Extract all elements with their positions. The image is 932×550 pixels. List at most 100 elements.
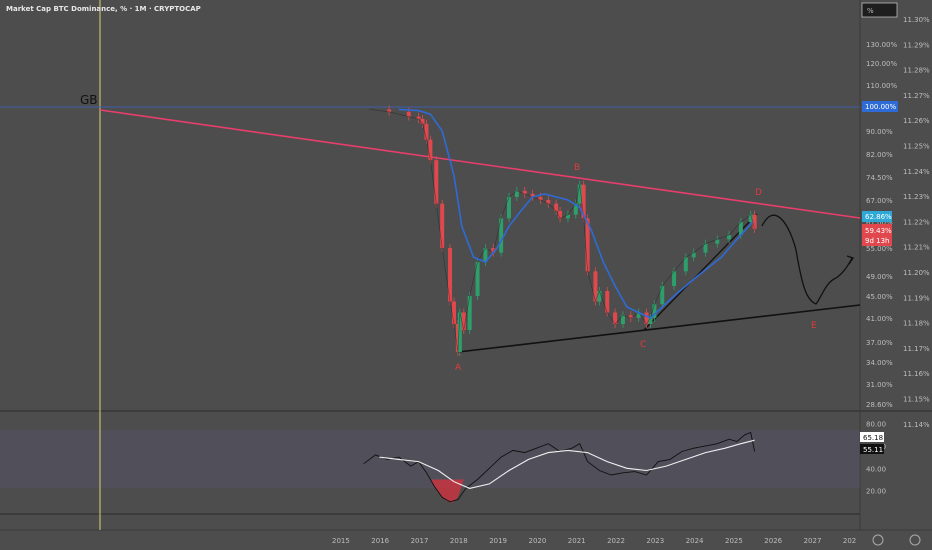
x-tick-label: 2026: [764, 537, 782, 545]
y-tick-label-right: 11.18%: [903, 320, 930, 328]
candle-body: [522, 190, 527, 194]
countdown-tag-text: 9d 13h: [865, 237, 889, 245]
y-tick-label-right: 11.15%: [903, 396, 930, 404]
x-tick-label: 202: [843, 537, 856, 545]
gb-label: GB: [80, 93, 98, 107]
candle-body: [420, 119, 425, 124]
candle-body: [428, 139, 433, 161]
candle-body: [715, 239, 720, 244]
x-tick-label: 2020: [529, 537, 547, 545]
point-label-c: C: [640, 340, 646, 350]
candle-body: [416, 116, 421, 119]
candle-body: [461, 312, 466, 330]
candle-body: [491, 248, 496, 253]
candle-body: [648, 318, 653, 324]
rsi-ma-line: [379, 439, 755, 489]
candle-body: [538, 196, 543, 200]
candle-body: [738, 222, 743, 235]
rising-trendline: [643, 213, 758, 331]
hline-tag: [862, 101, 898, 112]
x-tick-label: 2022: [607, 537, 625, 545]
y-tick-label-right: 11.28%: [903, 67, 930, 75]
descending-trendline: [99, 109, 861, 219]
y-tick-label: 28.60%: [866, 401, 893, 409]
candle-body: [597, 291, 602, 302]
rsi-oversold-fill: [430, 479, 464, 503]
x-tick-label: 2024: [686, 537, 704, 545]
y-tick-label: 41.00%: [866, 315, 893, 323]
candle-body: [683, 257, 688, 272]
rsi-tick-label: 80.00: [866, 421, 886, 429]
candle-body: [644, 312, 649, 324]
candle-body: [672, 271, 677, 286]
auto-scale-icon[interactable]: [909, 534, 921, 546]
scale-button[interactable]: [861, 2, 898, 18]
y-tick-label-right: 11.30%: [903, 16, 930, 24]
price-tag-text: 59.43%: [865, 227, 892, 235]
point-label-d: D: [755, 188, 762, 198]
y-tick-label-right: 11.14%: [903, 421, 930, 429]
x-tick-label: 2017: [411, 537, 429, 545]
scale-button-label: %: [867, 7, 874, 15]
settings-gear-icon[interactable]: [872, 534, 884, 546]
y-tick-label-right: 11.23%: [903, 193, 930, 201]
candle-body: [467, 296, 472, 330]
y-tick-label-right: 11.17%: [903, 345, 930, 353]
hline-tag-text: 100.00%: [865, 103, 896, 111]
candle-body: [727, 235, 732, 240]
y-tick-label: 110.00%: [866, 82, 897, 90]
candle-body: [475, 262, 480, 296]
x-tick-label: 2016: [371, 537, 389, 545]
candle-body: [406, 111, 411, 117]
x-tick-label: 2023: [646, 537, 664, 545]
plot-area: [0, 0, 860, 410]
support-trendline: [457, 304, 861, 353]
rsi-tag: [860, 432, 884, 442]
candle-body: [748, 214, 753, 222]
candle-body: [506, 196, 511, 219]
y-tick-label: 49.00%: [866, 273, 893, 281]
y-tick-label: 61.00%: [866, 219, 893, 227]
candle-body: [573, 203, 578, 215]
candle-body: [499, 218, 504, 253]
point-label-b: B: [574, 163, 580, 173]
candle-body: [448, 248, 453, 302]
candle-body: [554, 203, 559, 211]
y-tick-label: 45.00%: [866, 293, 893, 301]
y-tick-label: 67.00%: [866, 197, 893, 205]
candle-body: [387, 109, 392, 112]
chart-title: Market Cap BTC Dominance, % · 1M · CRYPT…: [6, 5, 201, 13]
y-tick-label-right: 11.21%: [903, 244, 930, 252]
rsi-ma-tag: [860, 444, 884, 454]
candle-body: [514, 190, 519, 197]
x-tick-label: 2018: [450, 537, 468, 545]
x-tick-label: 2019: [489, 537, 507, 545]
y-tick-label-right: 11.25%: [903, 143, 930, 151]
candle-body: [483, 248, 488, 262]
candle-body: [434, 160, 439, 204]
projection-path: [761, 214, 853, 305]
y-tick-label: 90.00%: [866, 128, 893, 136]
price-tag: [862, 224, 892, 246]
candle-body: [613, 312, 618, 324]
candle-body: [424, 123, 429, 140]
y-tick-label: 37.00%: [866, 339, 893, 347]
candle-body: [752, 214, 757, 229]
rsi-ma-tag-text: 55.11: [863, 446, 883, 454]
projection-arrowhead: [846, 255, 855, 265]
x-tick-label: 2015: [332, 537, 350, 545]
candle-body: [652, 304, 657, 318]
candle-body: [451, 301, 456, 324]
y-tick-label: 74.50%: [866, 174, 893, 182]
ma-tag: [862, 211, 892, 222]
price-line: [369, 109, 755, 353]
candle-body: [636, 312, 641, 318]
y-tick-label-right: 11.24%: [903, 168, 930, 176]
candle-body: [546, 200, 551, 204]
candle-body: [703, 243, 708, 253]
rsi-tick-label: 20.00: [866, 488, 886, 496]
candle-body: [530, 193, 535, 197]
y-tick-label: 120.00%: [866, 60, 897, 68]
candle-body: [605, 291, 610, 313]
